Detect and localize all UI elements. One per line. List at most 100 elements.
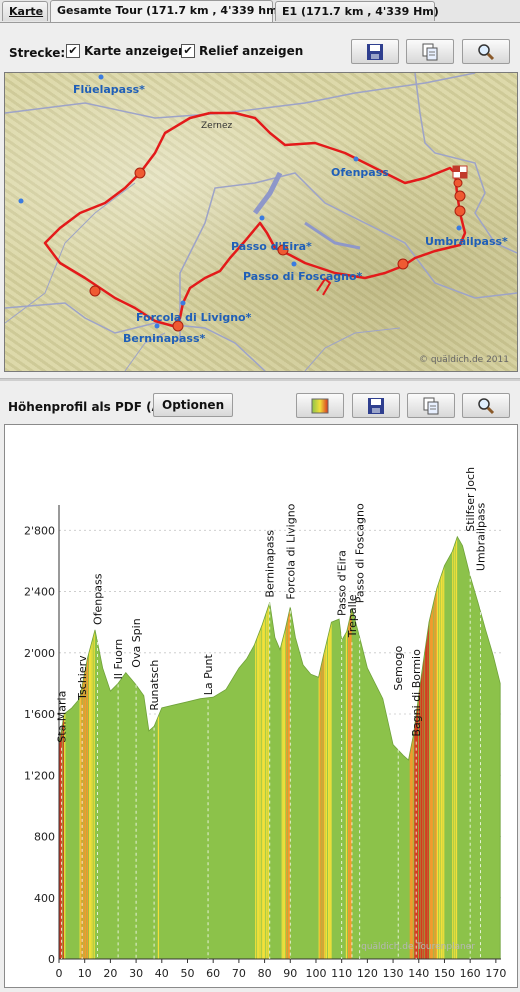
gradient-stripe <box>93 536 95 959</box>
map-label-fluelapass[interactable]: Flüelapass* <box>73 83 145 96</box>
annotation-label: Runatsch <box>148 660 161 711</box>
copy-icon <box>422 43 438 60</box>
x-tick-label: 150 <box>434 967 455 980</box>
y-tick-label: 2'400 <box>24 586 55 599</box>
profile-color-button[interactable] <box>296 393 344 418</box>
elevation-outline <box>58 535 501 960</box>
gradient-stripe <box>64 536 66 959</box>
gradient-stripe <box>416 536 418 959</box>
map-copy-button[interactable] <box>406 39 454 64</box>
y-tick-label: 0 <box>48 953 55 966</box>
route-line <box>43 111 467 328</box>
show-relief-checkbox[interactable]: ✔ Relief anzeigen <box>181 44 303 58</box>
gradient-stripe <box>264 536 266 959</box>
show-map-checkbox[interactable]: ✔ Karte anzeigen <box>66 44 187 58</box>
gradient-stripe <box>318 536 320 959</box>
x-tick-label: 80 <box>258 967 272 980</box>
profile-copy-button[interactable] <box>407 393 455 418</box>
annotation-label: La Punt <box>202 654 215 696</box>
gradient-stripe <box>440 536 442 959</box>
gradient-stripe <box>435 536 437 959</box>
gradient-stripe <box>82 536 84 959</box>
tab-karte[interactable]: Karte <box>2 1 48 21</box>
map-label-berninapass[interactable]: Berninapass* <box>123 332 206 345</box>
map-save-button[interactable] <box>351 39 399 64</box>
copy-icon <box>423 397 439 414</box>
gradient-stripe <box>255 536 257 959</box>
elevation-chart: 0 400 800 1'200 1'600 2'000 2'400 2'800 0 10 20 30 4… <box>24 467 506 980</box>
gradient-stripe <box>412 536 414 959</box>
gradient-stripe <box>425 536 427 959</box>
gradient-stripe <box>434 536 436 959</box>
annotation-label: Sta.Maria <box>56 691 69 743</box>
town-points <box>18 74 462 329</box>
gradient-stripe <box>430 536 433 959</box>
map-zoom-button[interactable] <box>462 39 510 64</box>
tab-e1[interactable]: E1 (171.7 km , 4'339 Hm) <box>275 1 439 21</box>
gradient-stripe <box>267 536 269 959</box>
x-tick-label: 20 <box>103 967 117 980</box>
options-button[interactable]: Optionen <box>153 393 234 417</box>
gradient-stripe <box>287 536 290 959</box>
map-borders <box>5 73 517 371</box>
gradient-stripe <box>410 536 412 959</box>
gradient-stripe <box>281 536 283 959</box>
gradient-stripe <box>286 536 288 959</box>
gradient-stripe <box>157 536 160 959</box>
annotation-label: Tschierv <box>76 655 89 701</box>
map-label-umbrailpass[interactable]: Umbrailpass* <box>425 235 508 248</box>
gradient-stripe <box>79 536 81 959</box>
map-label-passo-deira[interactable]: Passo d'Eira* <box>231 240 312 253</box>
x-tick-label: 30 <box>129 967 143 980</box>
gradient-stripe <box>258 536 260 959</box>
gradient-stripe <box>327 536 330 959</box>
map-label-zernez[interactable]: Zernez <box>201 121 233 131</box>
gradient-stripe <box>86 536 89 959</box>
route-map[interactable]: Flüelapass* Zernez Ofenpass Umbrailpass*… <box>4 72 518 372</box>
annotation-label: Passo d'Eira <box>336 550 349 616</box>
panel-splitter[interactable] <box>0 378 520 381</box>
y-tick-label: 1'200 <box>24 769 55 782</box>
gradient-stripe <box>84 536 86 959</box>
gradient-stripe <box>319 536 321 959</box>
checkbox-check-icon[interactable]: ✔ <box>181 44 195 58</box>
x-tick-label: 60 <box>206 967 220 980</box>
annotation-label: Umbrailpass <box>474 503 487 572</box>
y-tick-label: 400 <box>34 892 55 905</box>
profile-save-button[interactable] <box>352 393 400 418</box>
gradient-stripe <box>427 536 429 959</box>
gradient-stripe <box>423 536 425 959</box>
gradient-stripe <box>90 536 92 959</box>
flag-icon <box>452 165 468 179</box>
checkbox-check-icon[interactable]: ✔ <box>66 44 80 58</box>
elevation-profile[interactable]: 0 400 800 1'200 1'600 2'000 2'400 2'800 0 10 20 30 4… <box>4 424 518 988</box>
map-label-ofenpass[interactable]: Ofenpass <box>331 166 389 179</box>
gradient-stripe <box>426 536 428 959</box>
x-tick-label: 100 <box>305 967 326 980</box>
elevation-area <box>59 536 501 959</box>
gradient-stripe <box>325 536 328 959</box>
x-tick-label: 50 <box>180 967 194 980</box>
map-label-forcola-di-livigno[interactable]: Forcola di Livigno* <box>136 311 252 324</box>
annotation-label: Bagni di Bormio <box>410 649 423 737</box>
annotation-label: Stilfser Joch <box>464 467 477 532</box>
profile-toolbar: Höhenprofil als PDF (A4): Optionen <box>0 390 520 424</box>
gradient-stripe <box>349 536 351 959</box>
map-label-passo-di-foscagno[interactable]: Passo di Foscagno* <box>243 270 363 283</box>
gradient-stripe <box>259 536 261 959</box>
annotation-label: Passo di Foscagno <box>354 503 367 603</box>
gradient-stripe <box>436 536 438 959</box>
gradient-stripe <box>330 536 332 959</box>
tab-gesamte-tour[interactable]: Gesamte Tour (171.7 km , 4'339 hm) <box>50 0 283 22</box>
gradient-stripe <box>414 536 416 959</box>
annotation-label: Ova Spin <box>130 618 143 667</box>
gradient-stripe <box>455 536 458 959</box>
profile-zoom-button[interactable] <box>462 393 510 418</box>
annotation-label: Forcola di Livigno <box>284 503 297 599</box>
y-tick-label: 800 <box>34 831 55 844</box>
chart-watermark: quäldich.de Tourenplaner <box>361 942 475 952</box>
map-toolbar: Strecke: ✔ Karte anzeigen ✔ Relief anzei… <box>0 36 520 70</box>
zoom-icon <box>478 397 495 414</box>
gradient-stripe <box>323 536 325 959</box>
gradient-stripe <box>329 536 331 959</box>
